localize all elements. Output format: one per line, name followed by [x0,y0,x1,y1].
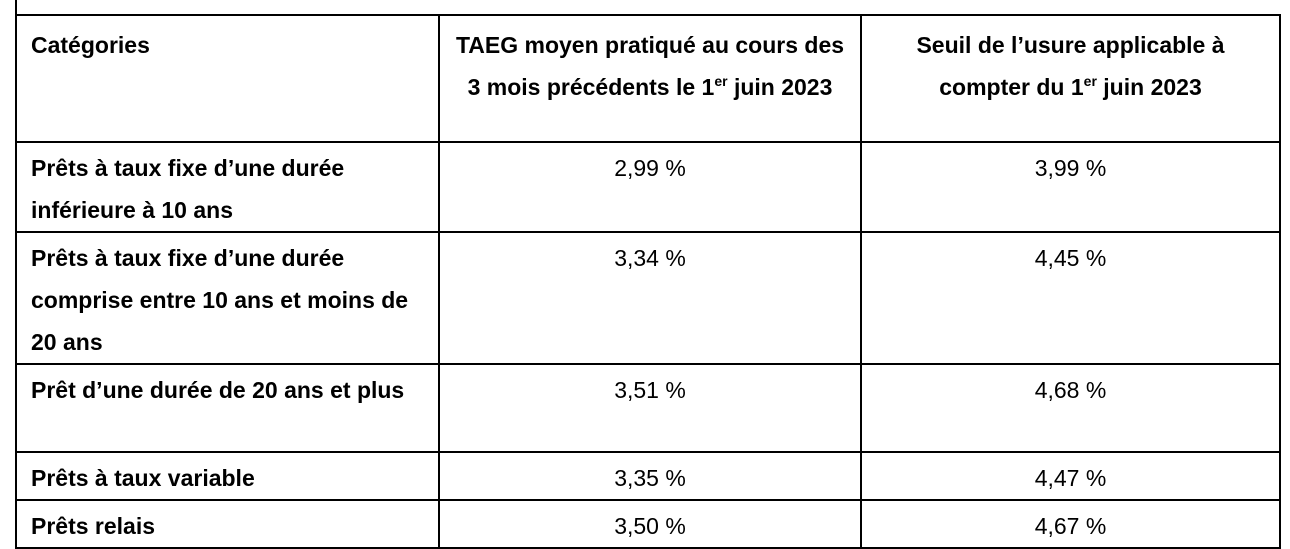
rate-cell: 4,45 % [860,231,1281,365]
rate-cell: 4,47 % [860,451,1281,501]
rates-table: Catégories TAEG moyen pratiqué au cours d… [15,14,1281,549]
category-cell: Prêts à taux fixe d’une durée comprise e… [15,231,440,365]
category-cell: Prêts relais [15,499,440,549]
header-row: Catégories TAEG moyen pratiqué au cours d… [15,14,1281,143]
category-cell: Prêt d’une durée de 20 ans et plus [15,363,440,453]
header-text: TAEG moyen pratiqué au cours des 3 mois … [455,32,845,100]
header-superscript: er [714,73,728,89]
table-row: Prêts à taux fixe d’une durée comprise e… [15,231,1281,365]
table-row: Prêts à taux variable 3,35 % 4,47 % [15,451,1281,501]
header-superscript: er [1083,73,1097,89]
table-row: Prêt d’une durée de 20 ans et plus 3,51 %… [15,363,1281,453]
category-cell: Prêts à taux variable [15,451,440,501]
header-text: Seuil de l’usure applicable à compter du… [916,32,1225,100]
header-text: juin 2023 [1096,74,1202,100]
rate-cell: 4,67 % [860,499,1281,549]
header-text: Catégories [31,32,150,58]
page: Catégories TAEG moyen pratiqué au cours d… [15,0,1281,549]
rate-cell: 3,99 % [860,141,1281,233]
category-cell: Prêts à taux fixe d’une durée inférieure… [15,141,440,233]
rate-cell: 3,35 % [438,451,862,501]
rate-cell: 3,34 % [438,231,862,365]
header-cell: Catégories [15,14,440,143]
header-cell: TAEG moyen pratiqué au cours des 3 mois … [438,14,862,143]
border-stub [15,0,17,14]
rate-cell: 4,68 % [860,363,1281,453]
header-cell: Seuil de l’usure applicable à compter du… [860,14,1281,143]
rate-cell: 3,50 % [438,499,862,549]
table-row: Prêts à taux fixe d’une durée inférieure… [15,141,1281,233]
header-text: juin 2023 [727,74,833,100]
rate-cell: 2,99 % [438,141,862,233]
table-body: Prêts à taux fixe d’une durée inférieure… [15,141,1281,549]
rate-cell: 3,51 % [438,363,862,453]
table-row: Prêts relais 3,50 % 4,67 % [15,499,1281,549]
